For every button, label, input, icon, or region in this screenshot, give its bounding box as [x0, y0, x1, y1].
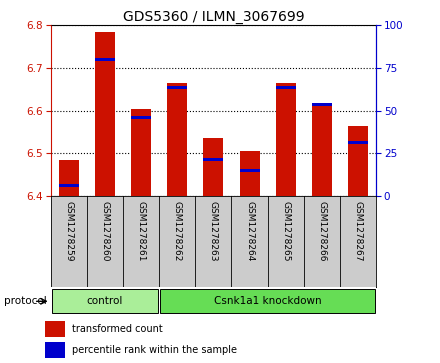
- Text: Csnk1a1 knockdown: Csnk1a1 knockdown: [214, 296, 322, 306]
- Bar: [203, 138, 224, 196]
- Text: GSM1278260: GSM1278260: [100, 200, 110, 261]
- Text: GSM1278259: GSM1278259: [64, 200, 73, 261]
- Bar: [203, 158, 224, 161]
- FancyBboxPatch shape: [51, 289, 158, 314]
- Bar: [59, 184, 79, 187]
- Bar: [59, 160, 79, 196]
- Title: GDS5360 / ILMN_3067699: GDS5360 / ILMN_3067699: [123, 11, 304, 24]
- Text: protocol: protocol: [4, 296, 47, 306]
- Text: GSM1278267: GSM1278267: [354, 200, 363, 261]
- Bar: [167, 83, 187, 196]
- Bar: [240, 151, 260, 196]
- Text: GSM1278263: GSM1278263: [209, 200, 218, 261]
- Bar: [312, 103, 332, 106]
- Text: percentile rank within the sample: percentile rank within the sample: [72, 345, 237, 355]
- Bar: [45, 342, 65, 358]
- Bar: [312, 104, 332, 196]
- Bar: [276, 86, 296, 89]
- Bar: [95, 58, 115, 61]
- Bar: [240, 169, 260, 172]
- Bar: [348, 141, 368, 144]
- Text: control: control: [87, 296, 123, 306]
- FancyBboxPatch shape: [160, 289, 375, 314]
- Text: GSM1278265: GSM1278265: [281, 200, 290, 261]
- Bar: [45, 321, 65, 337]
- Bar: [167, 86, 187, 89]
- Text: GSM1278262: GSM1278262: [173, 200, 182, 261]
- Bar: [348, 126, 368, 196]
- Text: GSM1278264: GSM1278264: [245, 200, 254, 261]
- Text: transformed count: transformed count: [72, 324, 163, 334]
- Bar: [131, 116, 151, 119]
- Bar: [95, 32, 115, 196]
- Text: GSM1278261: GSM1278261: [136, 200, 146, 261]
- Bar: [276, 83, 296, 196]
- Text: GSM1278266: GSM1278266: [317, 200, 326, 261]
- Bar: [131, 109, 151, 196]
